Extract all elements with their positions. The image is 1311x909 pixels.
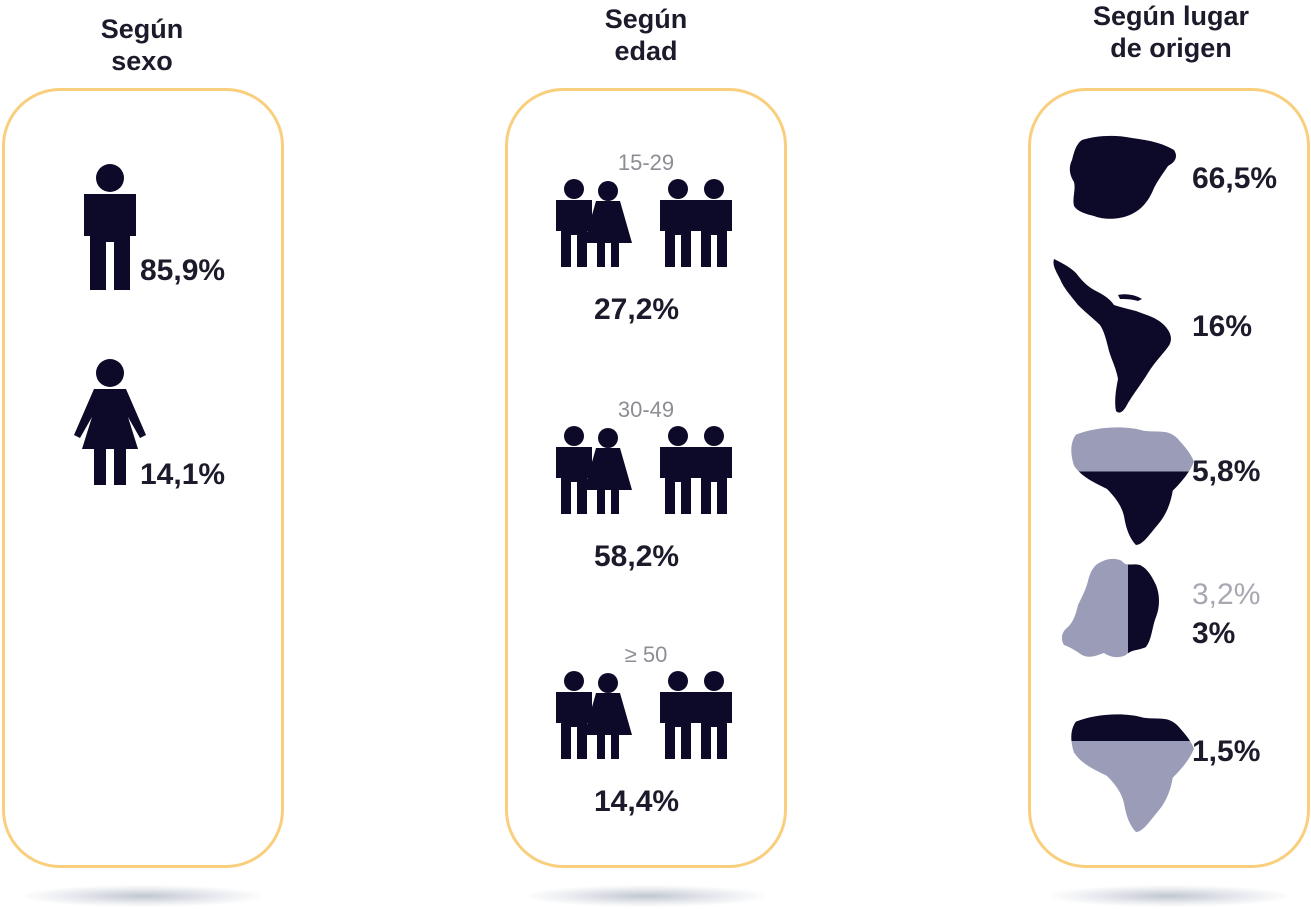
origen-europe-value: 3% <box>1192 617 1236 650</box>
people-group-icon <box>536 175 756 275</box>
age-value: 58,2% <box>594 540 680 573</box>
people-group-icon <box>536 667 756 767</box>
age-value: 14,4% <box>594 785 680 818</box>
north-africa-map-icon <box>1071 427 1194 545</box>
sexo-title: Según sexo <box>100 14 184 76</box>
woman-icon <box>74 359 146 485</box>
people-group-icon <box>536 422 756 522</box>
latin-america-map-icon <box>1053 259 1171 413</box>
sub-saharan-africa-map-icon <box>1071 714 1194 832</box>
edad-card-shadow <box>525 885 767 907</box>
sexo-card <box>2 88 284 868</box>
origen-latam-value: 16% <box>1192 310 1253 343</box>
origen-card-shadow <box>1048 885 1290 907</box>
sexo-women-value: 14,1% <box>140 458 226 491</box>
edad-title: Según edad <box>604 4 688 66</box>
age-range-label: ≥ 50 <box>624 642 668 667</box>
eastern-europe-map-icon <box>1061 558 1159 658</box>
origen-spain-value: 66,5% <box>1192 162 1278 195</box>
age-range-label: 30-49 <box>617 397 675 422</box>
edad-card <box>505 88 787 868</box>
spain-map-icon <box>1069 135 1176 219</box>
origen-north-africa-value: 5,8% <box>1192 455 1261 488</box>
age-range-label: 15-29 <box>617 150 675 175</box>
age-value: 27,2% <box>594 293 680 326</box>
origen-subsaharan-value: 1,5% <box>1192 735 1261 768</box>
sexo-men-value: 85,9% <box>140 254 226 287</box>
origen-europe-secondary-value: 3,2% <box>1192 578 1261 611</box>
sexo-card-shadow <box>22 885 264 907</box>
origen-title: Según lugar de origen <box>1092 1 1249 63</box>
man-icon <box>84 164 136 290</box>
